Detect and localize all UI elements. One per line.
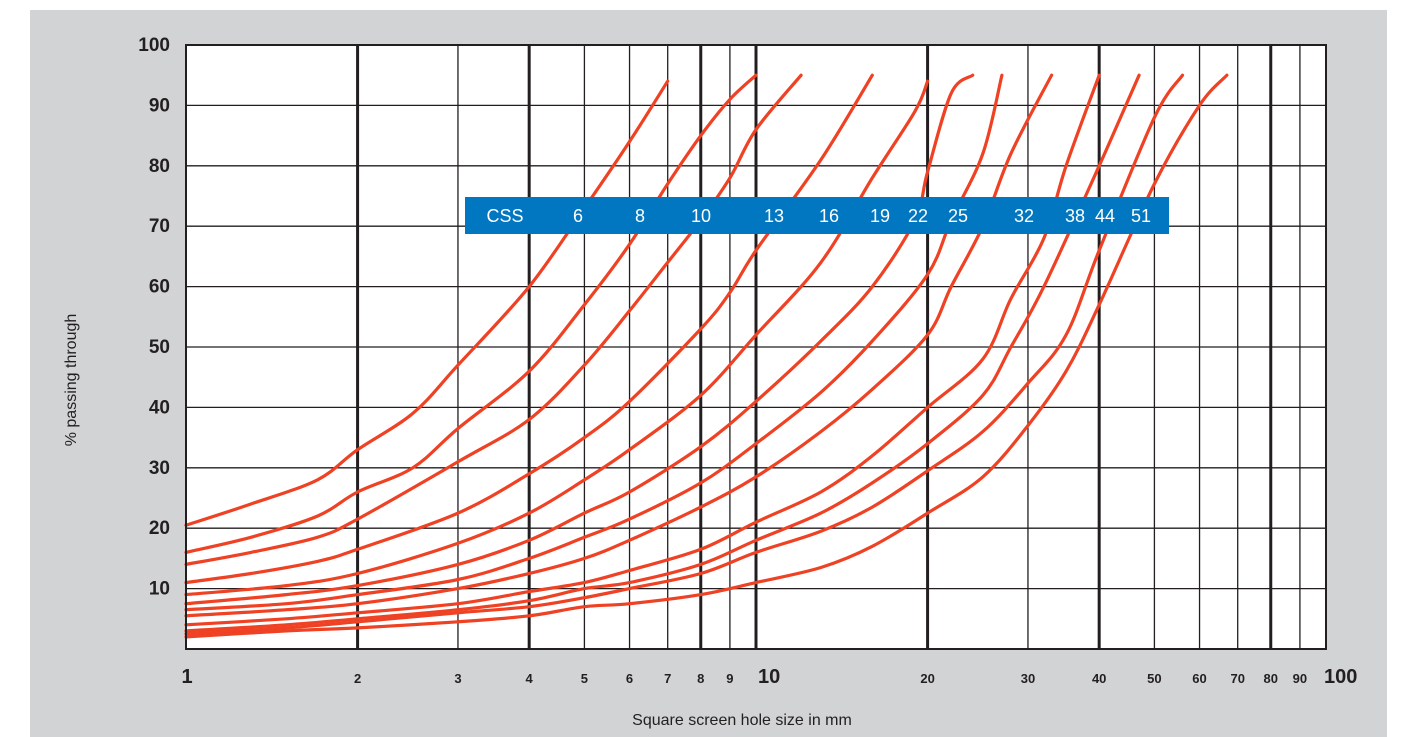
x-tick-label: 20 [920, 671, 934, 686]
x-tick-label: 10 [758, 666, 780, 688]
y-tick-label: 100 [138, 35, 170, 56]
x-tick-label: 1 [181, 666, 192, 688]
x-axis-title: Square screen hole size in mm [632, 712, 852, 729]
x-tick-label: 2 [354, 671, 361, 686]
x-tick-label: 70 [1230, 671, 1244, 686]
curves [184, 73, 1229, 639]
css-legend: CSS 6 8 10 13 16 19 22 25 32 38 44 51 [465, 197, 1169, 234]
css-legend-value: 22 [908, 206, 928, 226]
curve-css-6 [184, 79, 670, 527]
x-tick-label: 90 [1293, 671, 1307, 686]
y-tick-label: 60 [149, 277, 170, 298]
css-legend-value: 6 [573, 206, 583, 226]
x-tick-label: 8 [697, 671, 704, 686]
css-legend-value: 25 [948, 206, 968, 226]
x-tick-label: 9 [726, 671, 733, 686]
curve-css-38 [184, 73, 1141, 633]
x-tick-label: 5 [581, 671, 588, 686]
y-tick-label: 30 [149, 458, 170, 479]
y-axis-title: % passing through [63, 314, 80, 447]
y-tick-labels: 10 20 30 40 50 60 70 80 90 100 [138, 35, 170, 600]
x-tick-label: 40 [1092, 671, 1106, 686]
curve-css-10 [184, 73, 803, 566]
curve-css-19 [184, 73, 975, 606]
curve-css-13 [184, 73, 874, 585]
css-legend-value: 38 [1065, 206, 1085, 226]
curve-css-22 [184, 73, 1004, 612]
y-tick-label: 90 [149, 95, 170, 116]
x-tick-label: 50 [1147, 671, 1161, 686]
x-tick-label: 7 [664, 671, 671, 686]
css-legend-value: 44 [1095, 206, 1115, 226]
x-tick-label: 60 [1192, 671, 1206, 686]
css-legend-box [465, 197, 1169, 234]
css-legend-value: 16 [819, 206, 839, 226]
css-legend-value: 19 [870, 206, 890, 226]
x-tick-label: 4 [526, 671, 534, 686]
y-tick-label: 20 [149, 518, 170, 539]
y-tick-label: 80 [149, 156, 170, 177]
x-tick-label: 100 [1324, 666, 1357, 688]
css-legend-value: 13 [764, 206, 784, 226]
x-tick-label: 6 [626, 671, 633, 686]
curve-css-25 [184, 73, 1054, 618]
css-legend-value: 10 [691, 206, 711, 226]
curve-css-44 [184, 73, 1185, 636]
x-tick-label: 30 [1021, 671, 1035, 686]
x-tick-label: 3 [454, 671, 461, 686]
curve-css-16 [184, 79, 930, 597]
y-tick-label: 50 [149, 337, 170, 358]
curve-css-32 [184, 73, 1101, 627]
x-tick-label: 80 [1264, 671, 1278, 686]
css-legend-title: CSS [486, 206, 523, 226]
y-tick-label: 10 [149, 579, 170, 600]
y-tick-label: 70 [149, 216, 170, 237]
css-legend-value: 8 [635, 206, 645, 226]
css-legend-value: 32 [1014, 206, 1034, 226]
css-legend-value: 51 [1131, 206, 1151, 226]
plot-border [185, 44, 1327, 650]
curve-css-8 [184, 73, 758, 554]
curve-css-51 [184, 73, 1229, 639]
grid-lines [186, 45, 1326, 649]
x-tick-labels: 1 2 3 4 5 6 7 8 9 10 20 30 40 50 60 70 80 90 100 [181, 666, 1357, 688]
y-tick-label: 40 [149, 397, 170, 418]
